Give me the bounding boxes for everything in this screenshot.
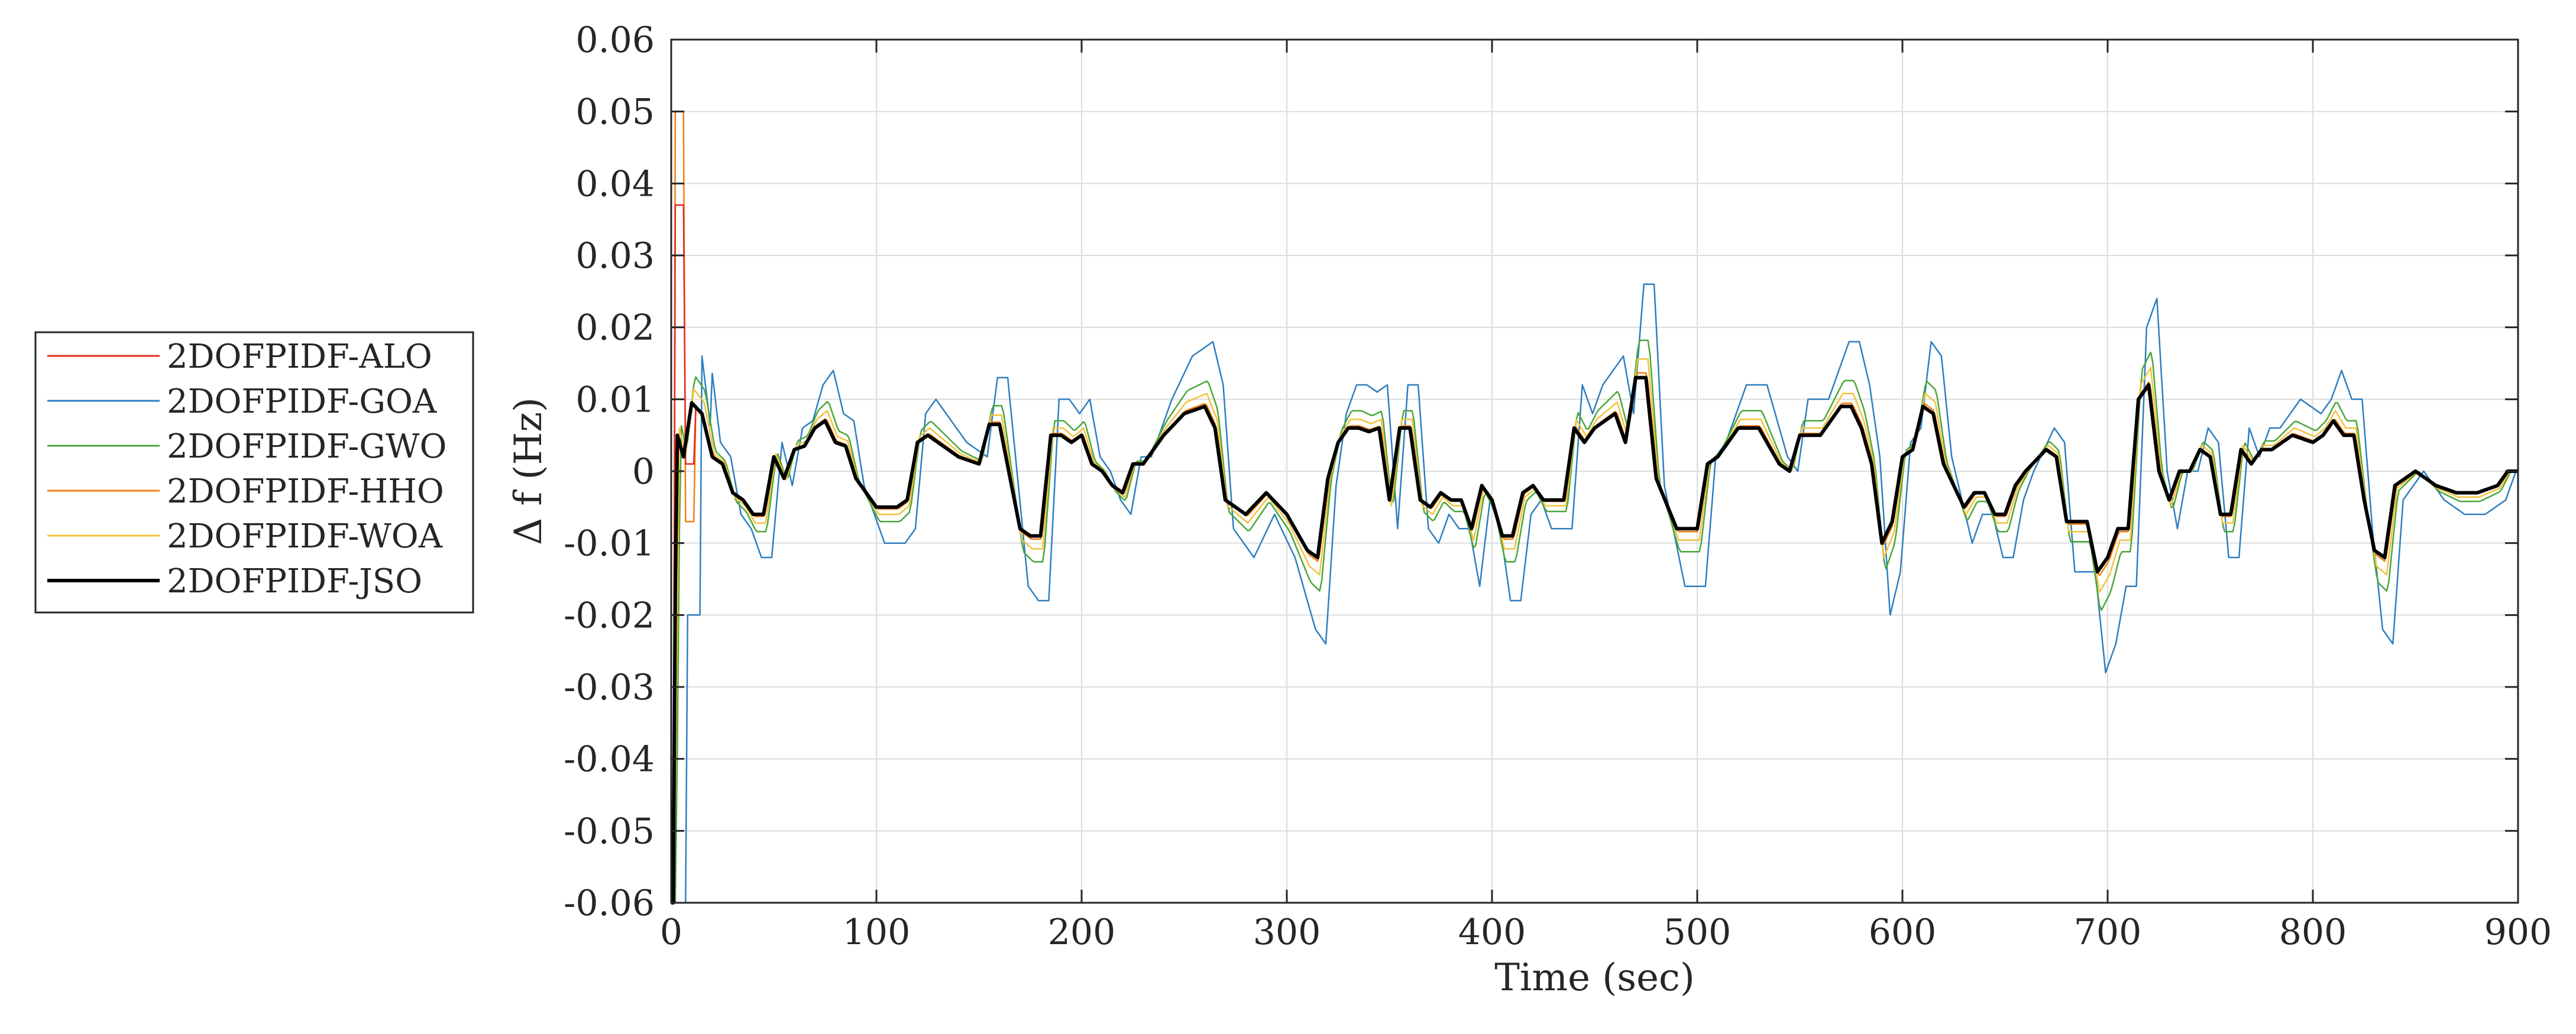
legend-label: 2DOFPIDF-GWO — [167, 427, 446, 466]
y-tick-label: 0.06 — [575, 20, 655, 61]
x-tick-label: 600 — [1869, 912, 1937, 953]
y-axis-label: Δ f (Hz) — [507, 397, 551, 545]
legend: 2DOFPIDF-ALO 2DOFPIDF-GOA 2DOFPIDF-GWO 2DOF… — [34, 331, 474, 614]
y-tick-label: -0.01 — [564, 523, 655, 565]
legend-box — [34, 331, 474, 614]
x-axis-label: Time (sec) — [1494, 956, 1695, 1000]
y-tick-label: 0 — [632, 451, 655, 492]
series-layer — [671, 111, 2518, 905]
x-tick-label: 0 — [660, 912, 682, 953]
x-tick-label: 400 — [1458, 912, 1526, 953]
legend-label: 2DOFPIDF-HHO — [167, 472, 444, 511]
series-line-2dofpidf-jso — [671, 375, 2518, 905]
y-tick-label: -0.04 — [564, 739, 655, 780]
x-tick-label: 100 — [843, 912, 911, 953]
y-tick-label: -0.02 — [564, 595, 655, 636]
series-line-2dofpidf-hho — [671, 111, 2518, 904]
legend-label: 2DOFPIDF-GOA — [167, 383, 437, 421]
x-tick-label: 900 — [2484, 912, 2552, 953]
x-tick-label: 800 — [2279, 912, 2347, 953]
x-axis-ticks: 0 100 200 300 400 500 600 700 800 900 — [660, 40, 2552, 953]
y-tick-label: -0.03 — [564, 667, 655, 708]
y-axis-ticks: -0.06 -0.05 -0.04 -0.03 -0.02 -0.01 0 0.01 0.02 0… — [564, 20, 2518, 924]
y-tick-label: 0.02 — [575, 307, 655, 349]
y-tick-label: 0.03 — [575, 235, 655, 277]
legend-label: 2DOFPIDF-ALO — [167, 338, 432, 376]
series-line-2dofpidf-gwo — [671, 339, 2518, 904]
y-tick-label: -0.05 — [564, 811, 655, 852]
y-tick-label: 0.05 — [575, 92, 655, 133]
x-tick-label: 200 — [1048, 912, 1116, 953]
series-line-2dofpidf-goa — [671, 283, 2518, 904]
y-tick-label: 0.04 — [575, 163, 655, 205]
x-tick-label: 500 — [1664, 912, 1732, 953]
series-line-2dofpidf-woa — [671, 358, 2518, 904]
series-line-2dofpidf-alo — [671, 204, 2518, 904]
x-tick-label: 700 — [2074, 912, 2142, 953]
x-tick-label: 300 — [1253, 912, 1321, 953]
y-tick-label: -0.06 — [564, 883, 655, 924]
legend-label: 2DOFPIDF-JSO — [167, 562, 422, 601]
legend-label: 2DOFPIDF-WOA — [167, 517, 443, 556]
y-tick-label: 0.01 — [575, 379, 655, 420]
